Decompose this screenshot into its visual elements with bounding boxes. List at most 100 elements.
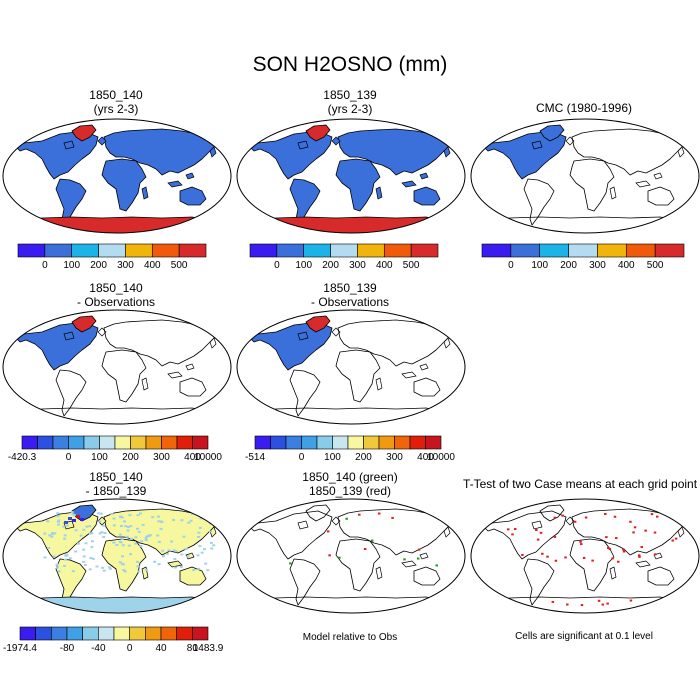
colorbar-tick-label: 500 [170,260,188,271]
difference-cell [161,549,165,552]
difference-cell [209,541,213,544]
significant-cell [417,548,421,551]
significant-cell [507,528,510,531]
difference-cell [57,523,61,526]
significant-cell [622,550,626,553]
difference-cell [65,553,69,556]
difference-cell [63,564,67,567]
landmass-samerica [523,558,555,606]
significant-cell [606,602,609,605]
panel-title-case-difference: 1850_140 - 1850_139 [0,470,232,498]
colorbar-swatch [52,435,69,450]
difference-cell [199,517,203,520]
landmass-australia [179,186,207,206]
map-1850-140 [2,117,232,240]
difference-cell [159,527,163,530]
significant-cell [650,513,654,516]
significant-cell [553,535,557,538]
difference-cell [50,532,54,535]
landmass-antarctica [253,216,449,233]
difference-cell [120,537,124,540]
difference-cell [84,542,88,545]
difference-cell [115,544,119,547]
landmass-greenland [71,315,97,333]
significant-cell [377,512,381,515]
colorbar-swatch [176,435,193,450]
difference-cell [72,519,76,522]
panel-title-line-2: (yrs 2-3) [93,102,139,116]
difference-cell [82,548,86,551]
colorbar-tick-label: 400 [375,260,393,271]
panel-title-line-1: 1850_140 [89,281,143,295]
difference-cell [56,520,60,523]
colorbar-tick-label: 200 [122,452,139,463]
difference-cell [112,541,116,544]
colorbar-tick-label: 300 [117,260,134,271]
island [609,186,617,200]
landmass-eurasia [103,128,217,176]
island [677,526,685,538]
island [331,516,341,526]
panel-title-ttest: T-Test of two Case means at each grid po… [462,477,698,491]
colorbar-swatch [410,243,439,258]
difference-cell [82,528,86,531]
significant-cell [551,600,555,603]
difference-cell [144,568,148,571]
landmass-africa [335,349,381,403]
difference-cell [74,550,78,553]
landmass-australia [179,377,207,397]
significant-cell [535,529,538,532]
colorbar-swatch [161,435,178,450]
landmass-greenland [539,504,565,522]
difference-cell [64,521,68,524]
colorbar-tick-label: 100 [531,260,549,271]
island [443,337,451,349]
difference-cell [137,570,141,573]
note-model-relative: Model relative to Obs [302,632,398,643]
significant-cell [616,560,620,563]
significant-cell [435,564,439,567]
difference-cell [173,557,177,560]
island [531,140,543,150]
difference-cell [126,529,130,532]
difference-cell [192,569,196,572]
island [63,331,75,341]
colorbar-swatch [129,626,146,641]
difference-cell [47,547,51,550]
significant-cell [601,603,605,606]
significant-cell [611,557,614,560]
significant-cell [580,604,584,607]
difference-cell [56,515,60,518]
significant-cell [561,514,564,517]
colorbar-1850-140-minus-obs: -420.3 0 100 200 300 400 10000 [8,435,238,466]
island [63,140,75,150]
map-cmc-observations [470,117,700,240]
colorbar-swatch [597,243,627,258]
island [443,146,451,158]
difference-cell [88,568,92,571]
significant-cell [573,520,577,523]
difference-cell [119,516,123,519]
significant-cell [605,536,608,539]
difference-cell [90,546,94,549]
significant-cell [566,603,569,606]
colorbar-swatch [383,243,412,258]
panel-title-line-1: 1850_140 [89,470,143,484]
colorbar-swatch [83,435,100,450]
difference-cell [50,535,54,538]
landmass-namerica [483,130,567,180]
colorbar-swatch [113,626,130,641]
difference-cell [139,512,143,515]
difference-cell [43,532,47,535]
panel-title-1850-140: 1850_140 (yrs 2-3) [0,88,232,116]
colorbar-swatch [394,435,411,450]
difference-cell [136,514,140,517]
island [185,363,195,371]
colorbar-swatch [357,243,385,258]
colorbar-swatch [178,243,207,258]
difference-cell [156,534,160,537]
panel-title-line-1: 1850_139 [323,281,377,295]
colorbar-swatch [145,626,162,641]
difference-cell [90,532,94,535]
island [297,331,309,341]
